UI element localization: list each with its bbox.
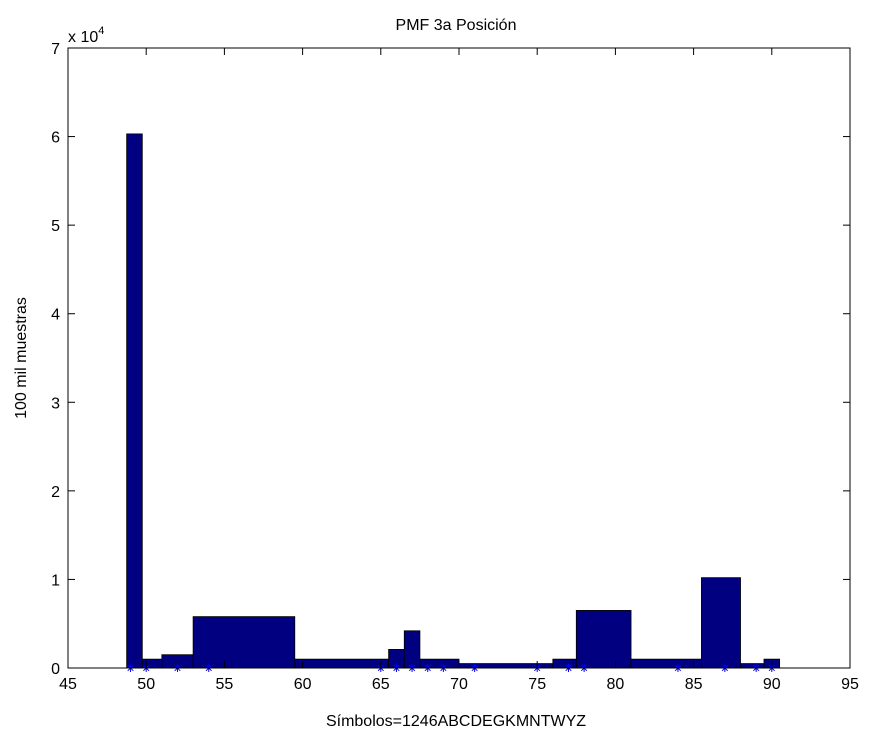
bar-13: [740, 663, 765, 669]
chart-title: PMF 3a Posición: [396, 17, 517, 34]
x-tick-label-8: 85: [685, 676, 703, 693]
y-tick-label-6: 6: [51, 130, 60, 147]
x-tick-label-3: 60: [294, 676, 312, 693]
y-tick-label-4: 4: [51, 307, 60, 324]
x-tick-label-6: 75: [528, 676, 546, 693]
x-tick-labels: 45 50 55 60 65 70 75 80 85 90 95: [59, 676, 859, 693]
x-tick-label-1: 50: [137, 676, 155, 693]
bar-10: [575, 610, 632, 669]
y-tick-label-2: 2: [51, 484, 60, 501]
x-tick-label-5: 70: [450, 676, 468, 693]
bar-9: [552, 658, 577, 669]
bar-6: [403, 630, 421, 669]
bar-0: [126, 133, 143, 669]
y-tick-labels: 0 1 2 3 4 5 6 7: [51, 41, 60, 678]
y-tick-label-5: 5: [51, 218, 60, 235]
y-multiplier-label: x 104: [68, 25, 104, 46]
x-tick-label-7: 80: [607, 676, 625, 693]
axes-box: [67, 47, 851, 669]
y-multiplier-exponent: 4: [98, 25, 104, 37]
x-axis-label: Símbolos=1246ABCDEGKMNTWYZ: [326, 713, 586, 730]
y-tick-label-1: 1: [51, 572, 60, 589]
x-tick-label-2: 55: [216, 676, 234, 693]
bar-12: [701, 577, 741, 669]
x-tick-label-9: 90: [763, 676, 781, 693]
y-tick-label-7: 7: [51, 41, 60, 58]
bars-layer: [126, 133, 781, 669]
y-tick-label-3: 3: [51, 395, 60, 412]
x-tick-label-10: 95: [841, 676, 859, 693]
y-tick-label-0: 0: [51, 661, 60, 678]
y-axis-label: 100 mil muestras: [13, 297, 30, 419]
y-multiplier-base: x 10: [68, 29, 98, 46]
bar-11: [630, 658, 702, 669]
axes-layer: [67, 47, 851, 669]
bar-4: [294, 658, 390, 669]
x-tick-label-4: 65: [372, 676, 390, 693]
x-tick-label-0: 45: [59, 676, 77, 693]
bar-3: [192, 616, 296, 669]
